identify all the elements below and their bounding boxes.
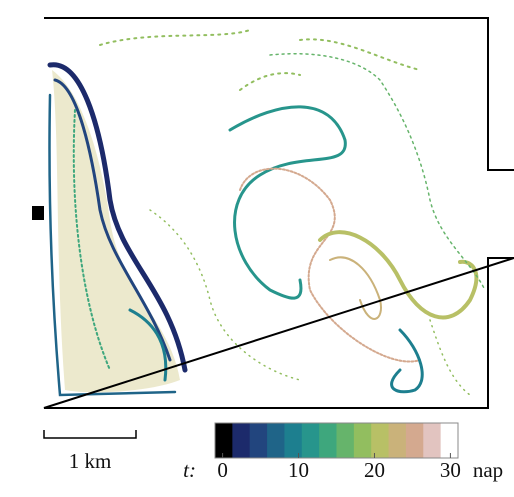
inlet — [32, 206, 44, 220]
colorbar-tick-label: 20 — [364, 458, 385, 482]
colorbar-swatch — [405, 423, 424, 458]
domain-boundary — [43, 17, 514, 409]
colorbar-swatch — [388, 423, 407, 458]
colorbar-swatch — [336, 423, 355, 458]
colorbar-tick-label: 30 — [440, 458, 461, 482]
colorbar-unit: nap — [473, 458, 503, 482]
colorbar-tick-label: 10 — [288, 458, 309, 482]
colorbar-swatch — [232, 423, 251, 458]
scale-bar-label: 1 km — [69, 449, 112, 473]
scale-bar — [43, 430, 137, 439]
flow-field — [47, 29, 486, 397]
colorbar-swatch — [440, 423, 459, 458]
colorbar-swatch — [249, 423, 268, 458]
colorbar-swatch — [215, 423, 233, 458]
colorbar-tick-label: 0 — [217, 458, 228, 482]
colorbar-swatch — [301, 423, 320, 458]
colorbar-swatch — [353, 423, 372, 458]
colorbar — [214, 422, 459, 459]
colorbar-label: t: — [183, 458, 196, 482]
colorbar-frame — [214, 422, 459, 459]
colorbar-swatch — [319, 423, 337, 458]
colorbar-swatch — [371, 423, 390, 458]
colorbar-swatch — [267, 423, 285, 458]
colorbar-swatch — [423, 423, 442, 458]
colorbar-swatch — [284, 423, 303, 458]
